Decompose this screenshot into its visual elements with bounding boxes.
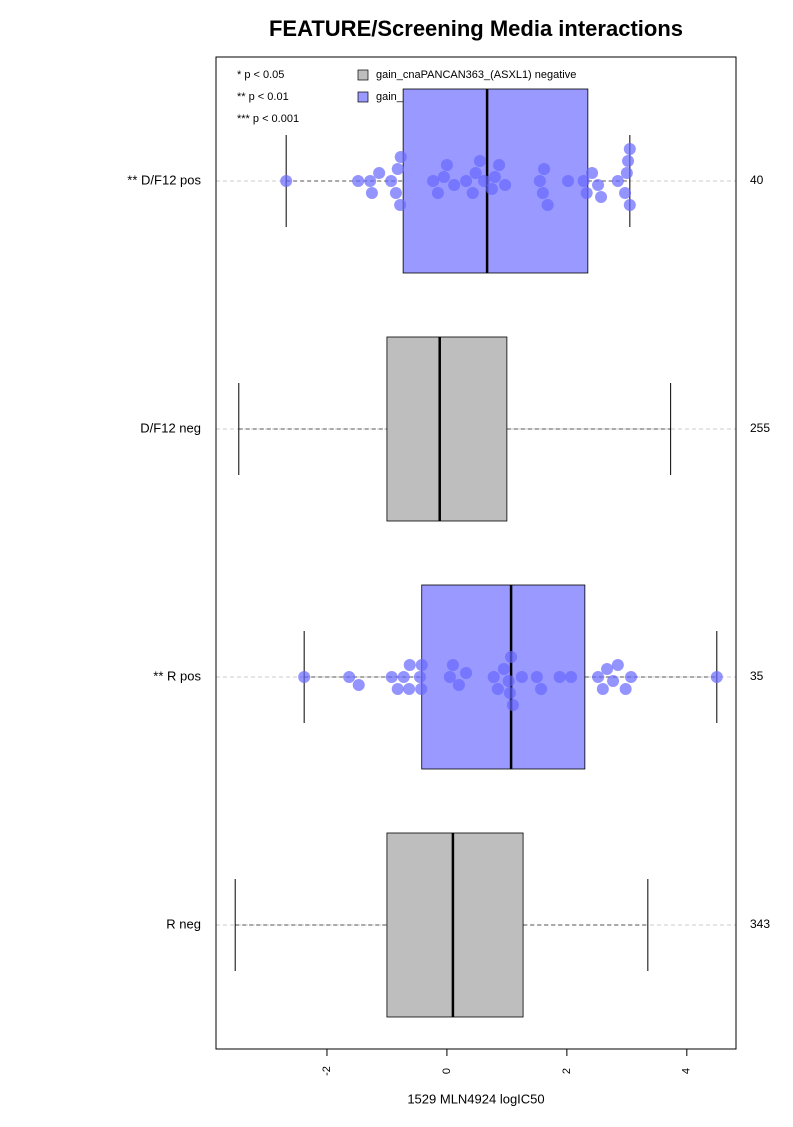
point	[443, 671, 456, 683]
category-label: ** D/F12 pos	[127, 172, 201, 187]
point	[601, 663, 614, 675]
point	[397, 671, 410, 683]
point	[352, 175, 365, 187]
point	[535, 683, 548, 695]
count-label: 40	[750, 173, 764, 187]
plot-frame	[215, 56, 737, 1050]
point	[488, 171, 501, 183]
point	[491, 683, 504, 695]
point	[389, 187, 402, 199]
point	[619, 187, 632, 199]
point	[538, 163, 551, 175]
x-tick-label: 2	[561, 1068, 573, 1074]
point	[586, 167, 599, 179]
point	[536, 187, 549, 199]
point	[533, 175, 546, 187]
x-axis-label: 1529 MLN4924 logIC50	[407, 1091, 544, 1106]
point	[431, 187, 444, 199]
x-tick-label: -2	[321, 1066, 333, 1076]
category-label: R neg	[166, 916, 201, 931]
point	[460, 667, 473, 679]
point	[385, 175, 398, 187]
box	[386, 336, 508, 522]
point	[553, 671, 566, 683]
point	[403, 683, 416, 695]
point	[352, 679, 365, 691]
point	[499, 179, 512, 191]
point	[415, 659, 428, 671]
point	[487, 671, 500, 683]
chart-title: FEATURE/Screening Media interactions	[269, 16, 683, 41]
point	[620, 167, 633, 179]
point	[473, 155, 486, 167]
point	[385, 671, 398, 683]
point	[592, 179, 605, 191]
x-tick-label: 0	[441, 1068, 453, 1074]
point	[469, 167, 482, 179]
point	[623, 199, 636, 211]
point	[415, 683, 428, 695]
point	[413, 671, 426, 683]
point	[592, 671, 605, 683]
point	[394, 151, 407, 163]
point	[541, 199, 554, 211]
point	[625, 671, 638, 683]
point	[280, 175, 293, 187]
point	[611, 659, 624, 671]
point	[391, 683, 404, 695]
count-label: 343	[750, 917, 770, 931]
point	[364, 175, 377, 187]
count-label: 255	[750, 421, 770, 435]
point	[373, 167, 386, 179]
point	[403, 659, 416, 671]
point	[502, 675, 515, 687]
point	[497, 663, 510, 675]
point	[619, 683, 632, 695]
point	[460, 175, 473, 187]
point	[437, 171, 450, 183]
point	[607, 675, 620, 687]
point	[506, 699, 519, 711]
point	[562, 175, 575, 187]
point	[485, 183, 498, 195]
point	[505, 651, 518, 663]
note: *** p < 0.001	[237, 113, 299, 125]
point	[365, 187, 378, 199]
category-label: ** R pos	[153, 668, 201, 683]
point	[466, 187, 479, 199]
point	[611, 175, 624, 187]
count-label: 35	[750, 669, 764, 683]
point	[623, 143, 636, 155]
point	[580, 187, 593, 199]
point	[440, 159, 453, 171]
point	[427, 175, 440, 187]
point	[478, 175, 491, 187]
point	[448, 179, 461, 191]
note: ** p < 0.01	[237, 91, 289, 103]
x-tick-label: 4	[681, 1068, 693, 1074]
point	[577, 175, 590, 187]
point	[622, 155, 635, 167]
point	[595, 191, 608, 203]
point	[515, 671, 528, 683]
point	[596, 683, 609, 695]
box	[386, 832, 524, 1018]
point	[493, 159, 506, 171]
point	[503, 687, 516, 699]
note: * p < 0.05	[237, 69, 284, 81]
point	[343, 671, 356, 683]
point	[565, 671, 578, 683]
category-label: D/F12 neg	[140, 420, 201, 435]
point	[452, 679, 465, 691]
point	[710, 671, 723, 683]
point	[530, 671, 543, 683]
legend-swatch	[357, 91, 369, 103]
point	[446, 659, 459, 671]
point	[391, 163, 404, 175]
point	[394, 199, 407, 211]
legend-swatch	[357, 69, 369, 81]
legend-label: gain_cnaPANCAN363_(ASXL1) negative	[376, 69, 576, 81]
point	[298, 671, 311, 683]
